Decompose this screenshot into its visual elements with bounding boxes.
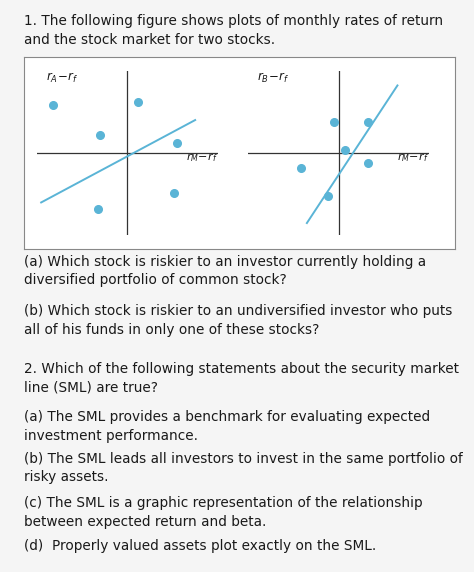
Text: $r_A\!-\!r_f$: $r_A\!-\!r_f$ (46, 70, 78, 85)
Text: $r_M\!-\!r_f$: $r_M\!-\!r_f$ (186, 152, 218, 164)
Text: (a) The SML provides a benchmark for evaluating expected
investment performance.: (a) The SML provides a benchmark for eva… (24, 410, 430, 443)
Text: (d)  Properly valued assets plot exactly on the SML.: (d) Properly valued assets plot exactly … (24, 539, 376, 553)
Text: (a) Which stock is riskier to an investor currently holding a
diversified portfo: (a) Which stock is riskier to an investo… (24, 255, 426, 287)
Text: $r_B\!-\!r_f$: $r_B\!-\!r_f$ (257, 70, 289, 85)
Text: $r_M\!-\!r_f$: $r_M\!-\!r_f$ (397, 152, 429, 164)
Text: (b) Which stock is riskier to an undiversified investor who puts
all of his fund: (b) Which stock is riskier to an undiver… (24, 304, 452, 337)
Text: (c) The SML is a graphic representation of the relationship
between expected ret: (c) The SML is a graphic representation … (24, 496, 422, 529)
Text: 1. The following figure shows plots of monthly rates of return
and the stock mar: 1. The following figure shows plots of m… (24, 14, 443, 47)
Text: (b) The SML leads all investors to invest in the same portfolio of
risky assets.: (b) The SML leads all investors to inves… (24, 452, 463, 484)
Text: 2. Which of the following statements about the security market
line (SML) are tr: 2. Which of the following statements abo… (24, 362, 459, 394)
